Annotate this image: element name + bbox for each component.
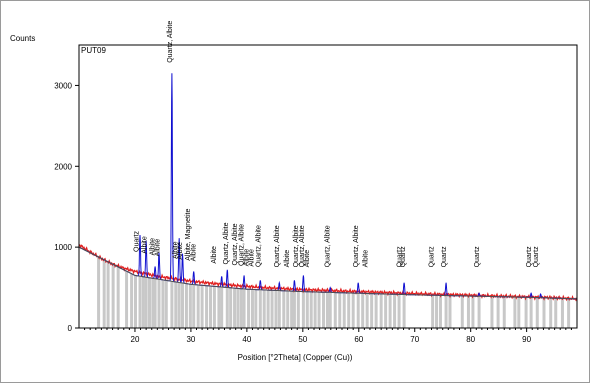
x-tick-label-20: 20 — [131, 335, 140, 344]
peak-label-26: Quartz — [429, 246, 436, 268]
y-tick-label-2000: 2000 — [54, 162, 72, 171]
peak-label-24: Quartz — [396, 246, 403, 268]
x-tick-label-70: 70 — [410, 335, 419, 344]
x-tick-label-50: 50 — [298, 335, 307, 344]
peak-label-17: Albite — [284, 250, 291, 268]
peak-label-30: Quartz — [533, 246, 540, 268]
peak-label-14: Albite — [249, 249, 256, 267]
peak-label-28: Quartz — [474, 246, 481, 268]
peak-label-25: Quartz — [400, 246, 407, 268]
peak-label-23: Albite — [363, 250, 370, 268]
y-tick-label-0: 0 — [68, 324, 73, 333]
peak-label-18: Quartz, Albite — [293, 225, 300, 267]
peak-label-4: Quartz, Albite — [167, 21, 174, 63]
peak-label-22: Quartz, Albite — [353, 225, 360, 267]
peak-label-3: Albite — [155, 239, 162, 257]
peak-label-29: Quartz — [526, 246, 533, 268]
peak-label-19: Quartz, Albite — [299, 225, 306, 267]
x-tick-label-40: 40 — [242, 335, 251, 344]
peak-label-15: Quartz, Albite — [255, 225, 262, 267]
peak-label-0: Quartz — [133, 230, 140, 252]
peak-label-20: Albite — [304, 250, 311, 268]
peak-label-8: Albite — [190, 244, 197, 262]
peak-label-9: Albite — [211, 246, 218, 264]
y-axis-ticks: 0 1000 2000 3000 — [54, 81, 79, 333]
peak-label-11: Quartz, Albite — [232, 223, 239, 265]
peak-label-12: Quartz, Albite — [239, 224, 246, 266]
plot-area — [78, 44, 578, 329]
background-line — [78, 246, 578, 300]
peak-label-16: Quartz, Albite — [274, 225, 281, 267]
y-axis-label: Counts — [10, 34, 36, 43]
peak-label-1: Albite — [142, 236, 149, 254]
peak-label-13: Albite — [244, 249, 251, 267]
peak-label-27: Quartz — [441, 246, 448, 268]
x-axis-label: Position [°2Theta] (Copper (Cu)) — [237, 353, 353, 362]
peak-label-7: Albite, Magnetite — [185, 209, 192, 261]
peak-label-10: Quartz, Albite — [223, 222, 230, 264]
sample-label: PUT09 — [81, 46, 106, 55]
reference-lines — [97, 257, 571, 328]
x-tick-label-80: 80 — [466, 335, 475, 344]
peak-label-5: Albite — [172, 241, 179, 259]
x-tick-label-60: 60 — [354, 335, 363, 344]
x-tick-label-30: 30 — [186, 335, 195, 344]
peak-label-6: Albite — [177, 242, 184, 260]
y-tick-label-1000: 1000 — [54, 243, 72, 252]
peak-label-21: Quartz, Albite — [325, 225, 332, 267]
y-tick-label-3000: 3000 — [54, 81, 72, 90]
x-axis-ticks: 20 30 40 50 60 70 80 90 — [84, 328, 572, 344]
x-tick-label-90: 90 — [522, 335, 531, 344]
peak-label-2: Albite — [150, 238, 157, 256]
